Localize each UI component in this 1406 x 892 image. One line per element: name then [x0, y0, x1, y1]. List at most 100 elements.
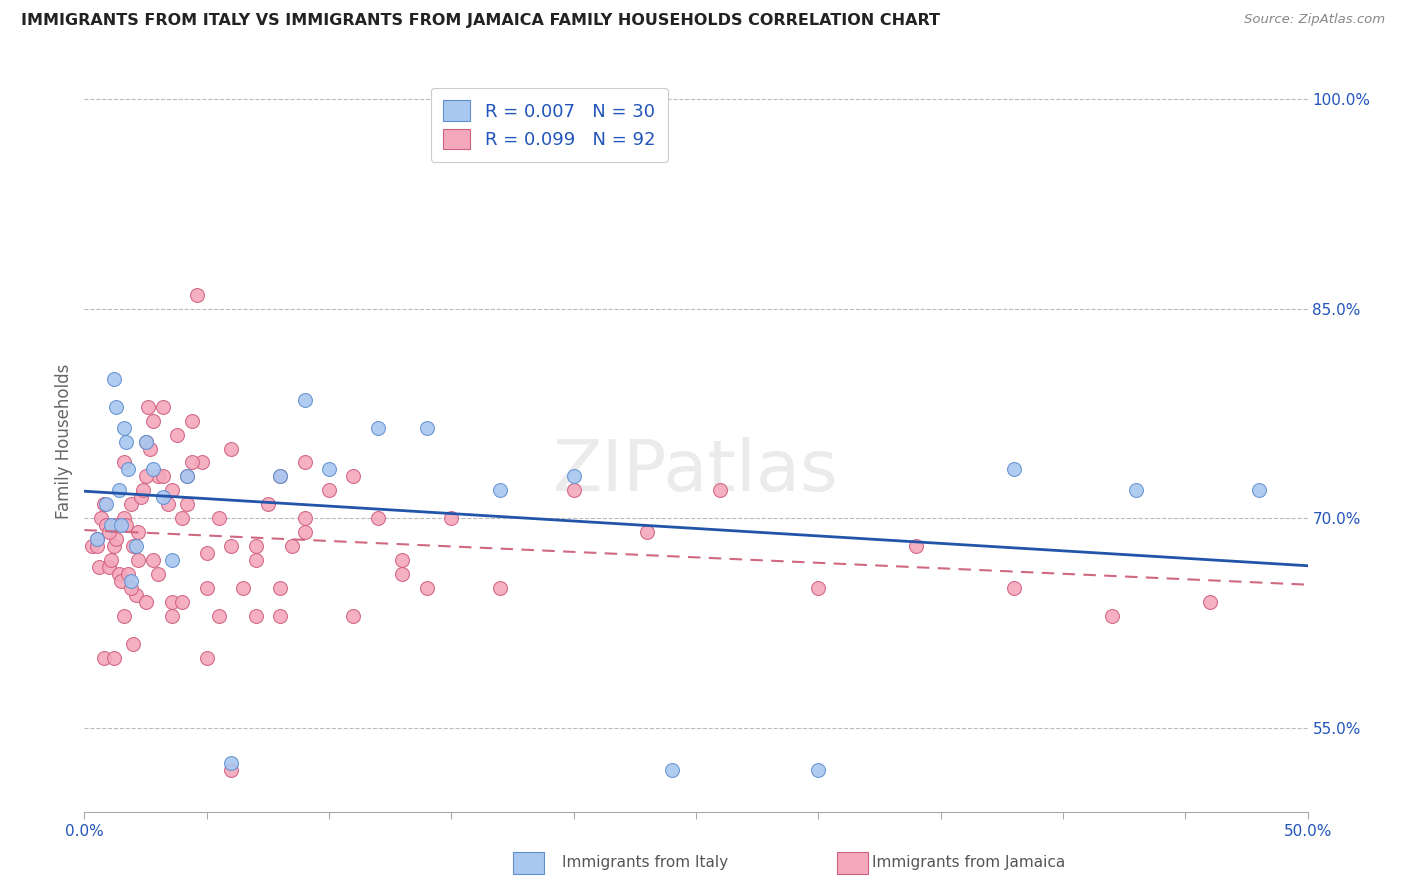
- Point: [105, 400, 128, 414]
- Point: [281, 539, 304, 553]
- Point: [97, 525, 120, 540]
- Point: [152, 491, 174, 505]
- Point: [318, 483, 340, 498]
- Text: Immigrants from Jamaica: Immigrants from Jamaica: [872, 855, 1064, 870]
- Y-axis label: Family Households: Family Households: [55, 364, 73, 519]
- Point: [135, 434, 157, 449]
- Point: [489, 483, 512, 498]
- Point: [245, 609, 267, 624]
- Point: [219, 442, 242, 456]
- Point: [115, 434, 138, 449]
- Point: [90, 511, 112, 525]
- Point: [269, 581, 291, 595]
- Point: [219, 539, 242, 553]
- Point: [219, 763, 242, 777]
- Point: [142, 414, 165, 428]
- Point: [1002, 462, 1025, 476]
- Point: [136, 400, 159, 414]
- Point: [181, 455, 204, 469]
- Point: [391, 553, 413, 567]
- Point: [80, 539, 103, 553]
- Point: [115, 518, 138, 533]
- Point: [807, 581, 830, 595]
- Point: [269, 469, 291, 483]
- Point: [103, 539, 125, 553]
- Point: [176, 497, 198, 511]
- Point: [709, 483, 731, 498]
- Point: [489, 581, 512, 595]
- Point: [391, 567, 413, 582]
- Point: [905, 539, 928, 553]
- Point: [122, 539, 145, 553]
- Point: [245, 553, 267, 567]
- Point: [127, 553, 149, 567]
- Point: [172, 595, 194, 609]
- Point: [117, 462, 139, 476]
- Point: [219, 756, 242, 770]
- Point: [1198, 595, 1220, 609]
- Point: [96, 518, 118, 533]
- Point: [162, 483, 184, 498]
- Point: [208, 511, 231, 525]
- Point: [86, 533, 108, 547]
- Point: [135, 469, 157, 483]
- Point: [661, 763, 683, 777]
- Point: [120, 581, 142, 595]
- Point: [125, 588, 148, 602]
- Point: [294, 525, 316, 540]
- Point: [112, 420, 135, 434]
- Point: [367, 420, 389, 434]
- Point: [294, 511, 316, 525]
- Point: [129, 491, 152, 505]
- Point: [1101, 609, 1123, 624]
- Point: [110, 518, 132, 533]
- Point: [162, 609, 184, 624]
- Point: [120, 574, 142, 589]
- Point: [112, 455, 135, 469]
- Point: [1002, 581, 1025, 595]
- Point: [146, 567, 169, 582]
- Point: [107, 483, 129, 498]
- Point: [125, 539, 148, 553]
- Point: [120, 497, 142, 511]
- Point: [186, 288, 208, 302]
- Point: [156, 497, 179, 511]
- Point: [107, 567, 129, 582]
- Point: [142, 462, 165, 476]
- Point: [172, 511, 194, 525]
- Point: [294, 455, 316, 469]
- Point: [195, 581, 218, 595]
- Point: [342, 469, 364, 483]
- Point: [135, 595, 157, 609]
- Point: [87, 560, 110, 574]
- Text: Immigrants from Italy: Immigrants from Italy: [562, 855, 728, 870]
- Point: [142, 553, 165, 567]
- Point: [176, 469, 198, 483]
- Point: [416, 420, 439, 434]
- Point: [181, 414, 204, 428]
- Point: [166, 427, 188, 442]
- Point: [208, 609, 231, 624]
- Point: [110, 574, 132, 589]
- Point: [1247, 483, 1270, 498]
- Point: [318, 462, 340, 476]
- Point: [440, 511, 463, 525]
- Point: [367, 511, 389, 525]
- Point: [191, 455, 214, 469]
- Point: [152, 400, 174, 414]
- Point: [562, 469, 585, 483]
- Text: IMMIGRANTS FROM ITALY VS IMMIGRANTS FROM JAMAICA FAMILY HOUSEHOLDS CORRELATION C: IMMIGRANTS FROM ITALY VS IMMIGRANTS FROM…: [21, 13, 941, 29]
- Point: [195, 546, 218, 560]
- Point: [176, 469, 198, 483]
- Point: [112, 609, 135, 624]
- Point: [162, 553, 184, 567]
- Point: [807, 763, 830, 777]
- Point: [195, 651, 218, 665]
- Point: [93, 497, 115, 511]
- Point: [232, 581, 254, 595]
- Point: [245, 539, 267, 553]
- Point: [127, 525, 149, 540]
- Point: [416, 581, 439, 595]
- Point: [152, 469, 174, 483]
- Point: [636, 525, 658, 540]
